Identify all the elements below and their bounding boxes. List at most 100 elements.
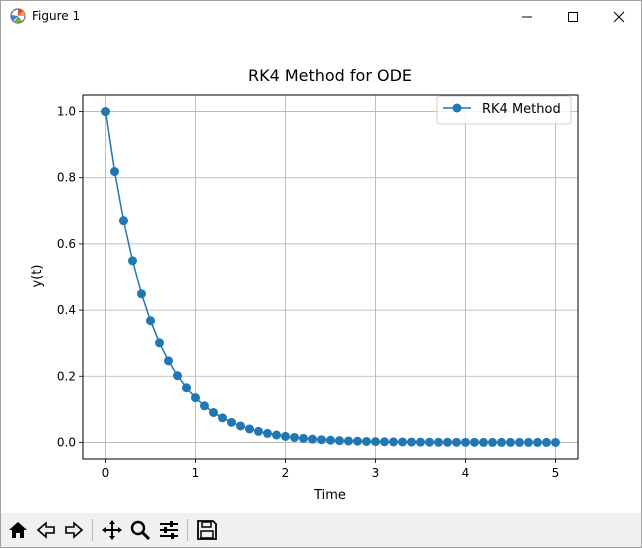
data-point [506, 437, 515, 447]
figure-canvas[interactable]: 0 1 2 3 4 5 0.0 0.2 0.4 0.6 0.8 1.0 RK4 Method for … [1, 32, 641, 513]
data-point [245, 424, 254, 434]
data-point [470, 437, 479, 447]
zoom-button[interactable] [127, 517, 153, 543]
data-point [479, 437, 488, 447]
window-title: Figure 1 [32, 9, 81, 23]
data-point [398, 437, 407, 447]
pan-icon [102, 520, 122, 540]
data-point [452, 437, 461, 447]
save-button[interactable] [194, 517, 220, 543]
y-tick-label: 0.6 [57, 237, 76, 251]
navigation-toolbar [1, 513, 641, 547]
forward-arrow-icon [65, 521, 84, 539]
data-point [254, 426, 263, 436]
data-point [191, 393, 200, 403]
data-point [461, 437, 470, 447]
data-point [101, 107, 110, 117]
forward-button[interactable] [61, 517, 87, 543]
data-point [515, 437, 524, 447]
data-point [542, 437, 551, 447]
pan-button[interactable] [99, 517, 125, 543]
toolbar-separator [92, 519, 93, 541]
title-bar[interactable]: Figure 1 [1, 1, 641, 32]
maximize-button[interactable] [550, 1, 596, 32]
data-point [443, 437, 452, 447]
grid-lines [83, 95, 578, 459]
y-tick-label: 1.0 [57, 105, 76, 119]
x-tick-label: 0 [102, 466, 110, 480]
data-point [110, 167, 119, 177]
x-tick-label: 5 [552, 466, 560, 480]
data-point [425, 437, 434, 447]
data-point [236, 421, 245, 431]
series-line [104, 111, 556, 444]
data-point [380, 437, 389, 447]
data-point [524, 437, 533, 447]
data-point [119, 216, 128, 226]
configure-subplots-button[interactable] [156, 517, 182, 543]
data-point [299, 433, 308, 443]
legend-marker [452, 103, 462, 113]
y-axis-label: y(t) [30, 265, 45, 288]
y-tick-label: 0.2 [57, 369, 76, 383]
data-point [317, 435, 326, 445]
home-icon [9, 522, 27, 538]
data-point [173, 371, 182, 381]
home-button[interactable] [5, 517, 31, 543]
chart-title: RK4 Method for ODE [248, 66, 412, 85]
x-tick-label: 1 [192, 466, 200, 480]
data-point [164, 356, 173, 366]
axis-ticks: 0 1 2 3 4 5 0.0 0.2 0.4 0.6 0.8 1.0 [57, 105, 559, 480]
data-point [335, 436, 344, 446]
data-point [182, 383, 191, 393]
y-tick-label: 0.8 [57, 171, 76, 185]
data-point [272, 430, 281, 440]
data-point [281, 431, 290, 441]
data-point [407, 437, 416, 447]
matplotlib-figure-icon [9, 7, 27, 25]
zoom-icon [130, 520, 151, 541]
data-point [263, 428, 272, 438]
data-point [218, 413, 227, 423]
data-point [155, 338, 164, 348]
back-button[interactable] [33, 517, 59, 543]
save-icon [197, 520, 217, 540]
x-axis-label: Time [313, 488, 346, 503]
toolbar-separator [187, 519, 188, 541]
data-point [146, 316, 155, 326]
data-point [290, 432, 299, 442]
data-point [137, 289, 146, 299]
data-point [416, 437, 425, 447]
minimize-button[interactable] [504, 1, 550, 32]
data-point [128, 256, 137, 266]
minimize-icon [522, 16, 532, 17]
back-arrow-icon [36, 521, 55, 539]
y-tick-label: 0.4 [57, 303, 76, 317]
configure-subplots-icon [160, 521, 178, 539]
close-button[interactable] [596, 1, 641, 32]
data-point [533, 437, 542, 447]
data-point [209, 407, 218, 417]
series-layer [101, 107, 560, 447]
maximize-icon [568, 11, 578, 22]
legend-label: RK4 Method [482, 102, 561, 117]
rk4-chart: 0 1 2 3 4 5 0.0 0.2 0.4 0.6 0.8 1.0 RK4 Method for … [30, 66, 579, 503]
axes-frame [82, 94, 579, 460]
data-point [200, 401, 209, 411]
data-point [308, 434, 317, 444]
data-point [371, 437, 380, 447]
data-point [551, 437, 560, 447]
y-tick-label: 0.0 [57, 435, 76, 449]
x-tick-label: 4 [462, 466, 470, 480]
legend-box [436, 95, 572, 125]
data-point [434, 437, 443, 447]
x-tick-label: 2 [282, 466, 290, 480]
data-point [488, 437, 497, 447]
x-tick-label: 3 [372, 466, 380, 480]
data-point [362, 436, 371, 446]
legend: RK4 Method [436, 95, 572, 125]
data-point [497, 437, 506, 447]
data-point [227, 417, 236, 427]
close-icon [613, 11, 625, 22]
